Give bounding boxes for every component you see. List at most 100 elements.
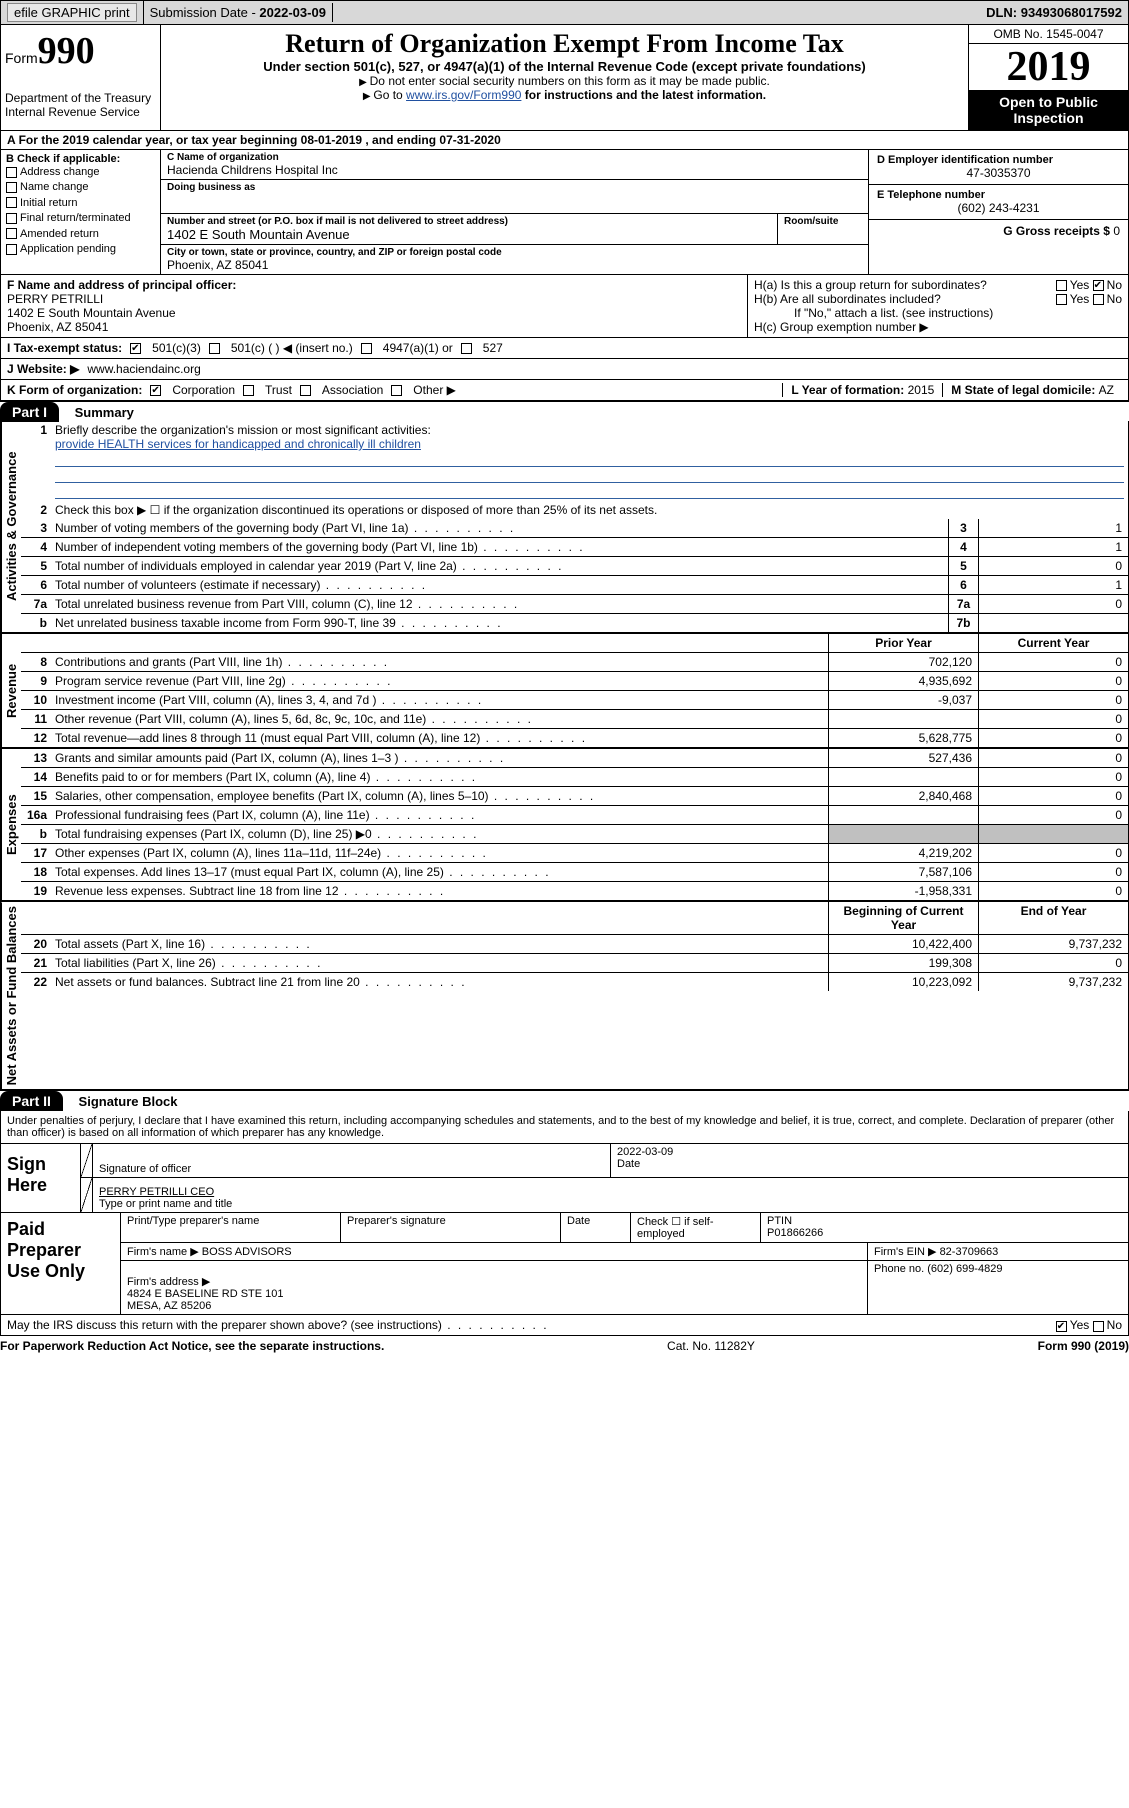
checkbox-hb-yes[interactable] <box>1056 294 1067 305</box>
opt-label: 501(c)(3) <box>152 341 201 355</box>
side-revenue: Revenue <box>1 634 21 747</box>
name-label: Type or print name and title <box>99 1198 1122 1210</box>
officer-addr1: 1402 E South Mountain Avenue <box>7 306 176 320</box>
opt-label: Other ▶ <box>413 383 456 397</box>
checkbox-name-change[interactable] <box>6 182 17 193</box>
note-ssn: Do not enter social security numbers on … <box>169 74 960 88</box>
footer-center: Cat. No. 11282Y <box>667 1339 755 1353</box>
discuss-text: May the IRS discuss this return with the… <box>7 1318 549 1332</box>
opt-label: 501(c) ( ) ◀ (insert no.) <box>231 341 353 355</box>
summary-section: Activities & Governance 1 Briefly descri… <box>0 421 1129 633</box>
form-label: Form <box>5 50 38 66</box>
firm-name-label: Firm's name ▶ <box>127 1246 199 1258</box>
yes-label: Yes <box>1070 1318 1090 1332</box>
section-b-label: B Check if applicable: <box>6 153 120 165</box>
gross-value: 0 <box>1113 224 1120 238</box>
checkbox-trust[interactable] <box>243 385 254 396</box>
side-expenses: Expenses <box>1 749 21 900</box>
opt-label: Corporation <box>172 383 235 397</box>
tax-year: 2019 <box>969 44 1128 90</box>
col-prior: Prior Year <box>828 634 978 652</box>
dln-value: 93493068017592 <box>1021 5 1122 20</box>
prep-sig-label: Preparer's signature <box>341 1213 561 1242</box>
ptin-value: P01866266 <box>767 1227 823 1239</box>
hc-label: H(c) Group exemption number ▶ <box>754 320 1122 334</box>
website-label: J Website: ▶ <box>7 362 79 376</box>
checkbox-address-change[interactable] <box>6 167 17 178</box>
side-netassets: Net Assets or Fund Balances <box>1 902 21 1089</box>
inspection-badge: Open to Public Inspection <box>969 90 1128 130</box>
hb-label: H(b) Are all subordinates included? <box>754 292 941 306</box>
submission-label: Submission Date - <box>150 5 260 20</box>
efile-button[interactable]: efile GRAPHIC print <box>7 3 137 22</box>
checkbox-initial-return[interactable] <box>6 197 17 208</box>
prep-phone: (602) 699-4829 <box>927 1263 1002 1275</box>
ha-label: H(a) Is this a group return for subordin… <box>754 278 987 292</box>
website-value: www.haciendainc.org <box>87 362 200 376</box>
no-label: No <box>1107 1318 1122 1332</box>
line-a: A For the 2019 calendar year, or tax yea… <box>0 131 1129 150</box>
checkbox-amended[interactable] <box>6 228 17 239</box>
checkbox-527[interactable] <box>461 343 472 354</box>
preparer-label: Paid Preparer Use Only <box>1 1213 121 1314</box>
street-value: 1402 E South Mountain Avenue <box>167 227 771 242</box>
checkbox-discuss-yes[interactable] <box>1056 1321 1067 1332</box>
cb-label: Amended return <box>20 228 99 240</box>
checkbox-other[interactable] <box>391 385 402 396</box>
part-i-title: Summary <box>63 405 134 420</box>
officer-label: F Name and address of principal officer: <box>7 278 236 292</box>
status-label: I Tax-exempt status: <box>7 341 122 355</box>
col-current: Current Year <box>978 634 1128 652</box>
preparer-block: Paid Preparer Use Only Print/Type prepar… <box>0 1213 1129 1315</box>
street-label: Number and street (or P.O. box if mail i… <box>167 216 771 227</box>
korg-row: K Form of organization: Corporation Trus… <box>0 380 1129 401</box>
phone-label: E Telephone number <box>877 189 1120 201</box>
checkbox-501c3[interactable] <box>130 343 141 354</box>
q2-text: Check this box ▶ ☐ if the organization d… <box>51 501 1128 519</box>
checkbox-final-return[interactable] <box>6 213 17 224</box>
checkbox-hb-no[interactable] <box>1093 294 1104 305</box>
sign-here-label: Sign Here <box>1 1144 81 1212</box>
dept-label: Department of the Treasury Internal Reve… <box>5 91 156 119</box>
officer-addr2: Phoenix, AZ 85041 <box>7 320 108 334</box>
q1-label: Briefly describe the organization's miss… <box>55 423 431 437</box>
m-value: AZ <box>1099 383 1114 397</box>
form-number: 990 <box>38 30 95 72</box>
checkbox-ha-yes[interactable] <box>1056 280 1067 291</box>
note-goto-post: for instructions and the latest informat… <box>521 88 766 102</box>
website-row: J Website: ▶ www.haciendainc.org <box>0 359 1129 380</box>
revenue-section: Revenue Prior Year Current Year 8 Contri… <box>0 632 1129 748</box>
prep-print-label: Print/Type preparer's name <box>121 1213 341 1242</box>
checkbox-ha-no[interactable] <box>1093 280 1104 291</box>
ein-value: 47-3035370 <box>877 166 1120 180</box>
checkbox-discuss-no[interactable] <box>1093 1321 1104 1332</box>
part-ii-header: Part II <box>0 1091 63 1111</box>
firm-name: BOSS ADVISORS <box>202 1246 292 1258</box>
footer-left: For Paperwork Reduction Act Notice, see … <box>0 1339 384 1353</box>
checkbox-app-pending[interactable] <box>6 244 17 255</box>
no-label: No <box>1107 278 1122 292</box>
checkbox-corp[interactable] <box>150 385 161 396</box>
opt-label: Association <box>322 383 383 397</box>
checkbox-501c[interactable] <box>209 343 220 354</box>
side-governance: Activities & Governance <box>1 421 21 632</box>
irs-link[interactable]: www.irs.gov/Form990 <box>406 88 521 102</box>
checkbox-4947[interactable] <box>361 343 372 354</box>
sig-officer-label: Signature of officer <box>99 1163 604 1175</box>
firm-ein-label: Firm's EIN ▶ <box>874 1246 937 1258</box>
opt-label: 4947(a)(1) or <box>383 341 453 355</box>
sign-here-block: Sign Here Signature of officer 2022-03-0… <box>0 1144 1129 1213</box>
yes-label: Yes <box>1070 292 1090 306</box>
checkbox-assoc[interactable] <box>300 385 311 396</box>
cb-label: Name change <box>20 181 89 193</box>
sign-date: 2022-03-09 <box>617 1146 673 1158</box>
opt-label: Trust <box>265 383 292 397</box>
footer: For Paperwork Reduction Act Notice, see … <box>0 1336 1129 1356</box>
part-i-header: Part I <box>0 402 59 422</box>
officer-print-name: PERRY PETRILLI CEO <box>99 1186 1122 1198</box>
korg-label: K Form of organization: <box>7 383 142 397</box>
opt-label: 527 <box>483 341 503 355</box>
expenses-section: Expenses 13 Grants and similar amounts p… <box>0 747 1129 901</box>
phone-value: (602) 243-4231 <box>877 201 1120 215</box>
submission-date: 2022-03-09 <box>259 5 326 20</box>
